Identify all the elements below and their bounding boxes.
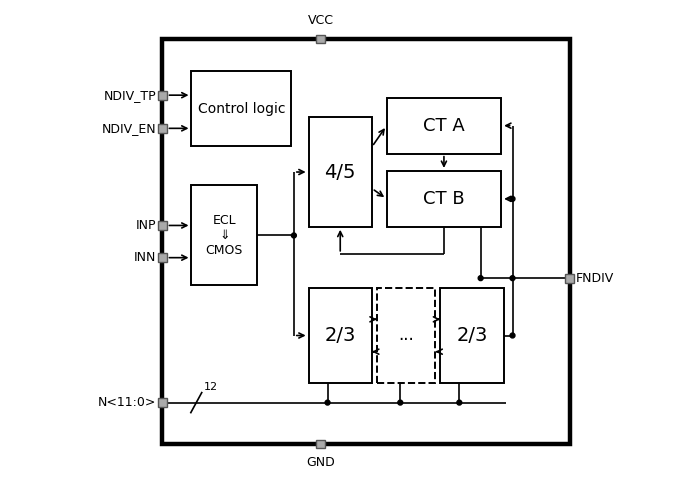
Circle shape [457, 400, 462, 405]
Text: 2/3: 2/3 [325, 326, 356, 345]
Bar [386, 171, 501, 227]
Bar [440, 288, 504, 383]
Bar [158, 221, 167, 230]
Circle shape [478, 276, 483, 281]
Bar [565, 274, 574, 283]
Bar [316, 35, 325, 43]
Circle shape [398, 400, 402, 405]
Text: Control logic: Control logic [197, 102, 285, 116]
Text: ...: ... [398, 326, 414, 345]
Text: NDIV_EN: NDIV_EN [102, 122, 156, 135]
Text: INP: INP [136, 219, 156, 232]
Text: 12: 12 [204, 382, 218, 392]
Text: FNDIV: FNDIV [575, 272, 614, 285]
Text: 2/3: 2/3 [456, 326, 488, 345]
Text: CT B: CT B [423, 190, 465, 208]
Text: GND: GND [307, 456, 335, 469]
Text: ECL
⇓
CMOS: ECL ⇓ CMOS [206, 214, 243, 257]
Bar [158, 253, 167, 262]
Circle shape [325, 400, 330, 405]
Bar [158, 398, 167, 407]
Bar [158, 124, 167, 133]
Text: NDIV_TP: NDIV_TP [104, 89, 156, 102]
Text: CT A: CT A [423, 117, 465, 135]
Bar [191, 185, 258, 285]
Circle shape [510, 196, 515, 201]
Text: N<11:0>: N<11:0> [98, 396, 156, 409]
Bar [377, 288, 435, 383]
Bar [158, 91, 167, 100]
Circle shape [510, 333, 515, 338]
Bar [191, 71, 291, 146]
Circle shape [510, 276, 515, 281]
Text: INN: INN [134, 251, 156, 264]
Bar [316, 440, 325, 448]
Bar [386, 98, 501, 154]
Text: VCC: VCC [308, 14, 334, 27]
Circle shape [291, 233, 296, 238]
Text: 4/5: 4/5 [325, 163, 356, 182]
Bar [162, 39, 570, 444]
Bar [309, 288, 372, 383]
Bar [309, 117, 372, 227]
